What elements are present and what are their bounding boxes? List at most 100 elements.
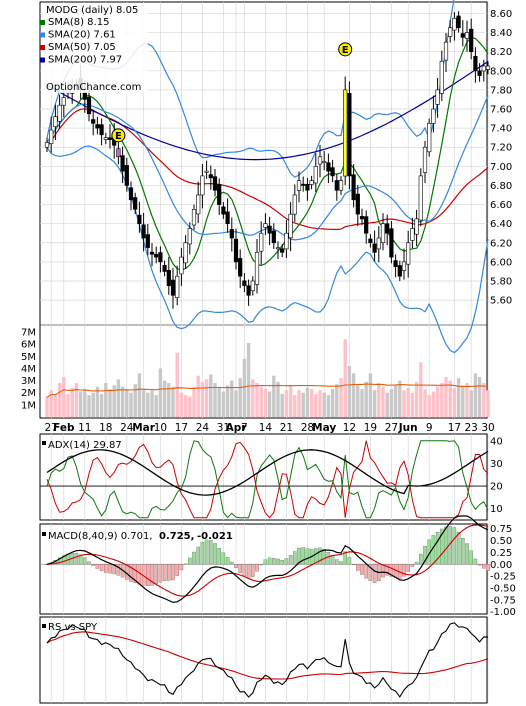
volume-bar xyxy=(372,390,377,417)
macd-histogram-bar xyxy=(129,564,133,582)
legend-swatch xyxy=(40,45,45,50)
candle-body xyxy=(389,228,394,258)
candle-body xyxy=(452,17,457,31)
macd-histogram-bar xyxy=(410,564,415,567)
volume-bar xyxy=(45,396,49,417)
adx-title: ADX(14) 29.87 xyxy=(48,440,122,451)
candle-body xyxy=(170,279,176,296)
macd-histogram-bar xyxy=(108,564,112,574)
candle-body xyxy=(448,27,453,37)
volume-bar xyxy=(91,392,95,417)
rs-average-line xyxy=(46,631,489,680)
x-tick-label: 11 xyxy=(78,422,91,434)
macd-histogram-bar xyxy=(230,561,234,565)
candle-body xyxy=(351,174,356,201)
volume-bar xyxy=(53,393,58,417)
legend-swatch xyxy=(40,20,45,25)
volume-bar xyxy=(162,380,167,417)
price-tick-label: 6.60 xyxy=(490,200,512,211)
volume-bar xyxy=(267,391,272,417)
legend-background xyxy=(41,3,148,93)
candle-body xyxy=(313,166,318,184)
candle-body xyxy=(221,206,226,215)
candle-body xyxy=(212,176,218,191)
volume-bar xyxy=(473,373,478,417)
volume-bar xyxy=(83,389,87,417)
candle-body xyxy=(49,129,54,144)
volume-bar xyxy=(461,385,465,417)
macd-histogram-bar xyxy=(175,564,179,577)
macd-histogram-bar xyxy=(196,546,200,565)
x-tick-label: 24 xyxy=(196,422,210,434)
price-y-ticks: 8.60 8.40 8.20 8.00 7.80 7.60 7.40 7.20 7.00 6.80… xyxy=(490,9,512,307)
price-tick-label: 8.20 xyxy=(490,47,512,58)
candle-body xyxy=(103,137,108,140)
x-tick-label: May xyxy=(312,422,336,434)
candle-body xyxy=(322,161,327,164)
candle-body xyxy=(116,148,121,158)
x-tick-label: 17 xyxy=(175,422,188,434)
macd-histogram-bar xyxy=(322,549,326,565)
sma200-line xyxy=(46,61,489,161)
volume-bar xyxy=(377,383,381,417)
candle-body xyxy=(473,55,478,72)
candle-body xyxy=(271,230,276,244)
macd-panel xyxy=(40,515,490,604)
candle-body xyxy=(91,119,96,124)
volume-bar xyxy=(95,386,100,417)
volume-bar xyxy=(112,385,116,417)
volume-bar xyxy=(141,389,146,417)
x-tick-label: 19 xyxy=(364,422,377,434)
volume-bar xyxy=(74,383,79,417)
volume-bar xyxy=(104,383,108,417)
macd-histogram-bar xyxy=(263,559,268,565)
volume-bar xyxy=(288,385,293,417)
candle-body xyxy=(183,242,188,264)
macd-histogram-bar xyxy=(469,550,473,565)
volume-bar xyxy=(251,379,255,417)
candle-body xyxy=(53,116,58,127)
volume-bar xyxy=(280,393,284,417)
volume-bar xyxy=(192,386,196,417)
macd-tick-label: 0.25 xyxy=(490,548,512,559)
macd-histogram-bar xyxy=(188,557,192,565)
macd-title: MACD(8,40,9) 0.701, xyxy=(48,531,153,542)
candle-body xyxy=(246,285,251,296)
macd-histogram-bar xyxy=(83,557,87,565)
rs-panel-frame xyxy=(39,616,488,704)
price-tick-label: 7.60 xyxy=(490,105,512,116)
candle-body xyxy=(401,261,407,271)
candle-body xyxy=(267,225,272,234)
legend-label: SMA(50) 7.05 xyxy=(48,42,116,53)
macd-histogram-bar xyxy=(62,555,66,565)
candle-body xyxy=(200,175,205,196)
volume-bar xyxy=(78,391,83,417)
candle-body xyxy=(208,174,213,179)
volume-bar xyxy=(410,392,415,417)
candle-body xyxy=(481,65,486,72)
x-tick-label: 18 xyxy=(99,422,112,434)
macd-histogram-bar xyxy=(234,564,238,568)
volume-bar xyxy=(49,390,53,417)
candle-body xyxy=(280,248,285,253)
candle-body xyxy=(217,184,222,205)
price-title: MODG (daily) 8.05 xyxy=(46,5,138,16)
candle-body xyxy=(431,108,436,124)
volume-bar xyxy=(293,395,297,417)
macd-y-ticks: 0.750.500.250.00-0.25-0.50-0.75-1.00 xyxy=(490,524,516,618)
volume-bar xyxy=(406,387,410,417)
price-tick-label: 8.00 xyxy=(490,66,512,77)
candle-body xyxy=(179,256,184,275)
x-tick-label: 7 xyxy=(241,422,248,434)
macd-histogram-bar xyxy=(297,547,301,565)
candle-body xyxy=(380,223,386,243)
macd-legend: MACD(8,40,9) 0.701, 0.725, -0.021 xyxy=(42,531,233,542)
macd-histogram-bar xyxy=(238,564,242,573)
volume-bar xyxy=(309,389,314,417)
volume-bar xyxy=(284,390,289,417)
macd-histogram-bar xyxy=(209,540,213,565)
price-tick-label: 6.00 xyxy=(490,257,512,268)
candle-body xyxy=(187,228,192,245)
